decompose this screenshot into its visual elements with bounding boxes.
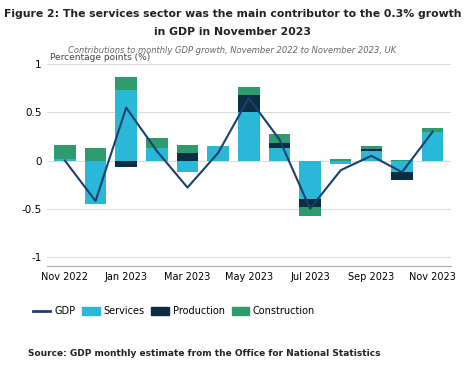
Bar — [269, 134, 290, 143]
Bar — [391, 172, 413, 180]
Bar — [299, 199, 321, 207]
Bar — [422, 132, 444, 161]
Legend: GDP, Services, Production, Construction: GDP, Services, Production, Construction — [33, 306, 315, 316]
Bar — [238, 87, 259, 95]
Bar — [207, 146, 229, 161]
Bar — [54, 159, 76, 161]
Bar — [330, 159, 352, 161]
Bar — [422, 128, 444, 132]
Bar — [361, 149, 382, 151]
Bar — [177, 145, 198, 153]
Text: Figure 2: The services sector was the main contributor to the 0.3% growth: Figure 2: The services sector was the ma… — [4, 9, 461, 19]
Text: Contributions to monthly GDP growth, November 2022 to November 2023, UK: Contributions to monthly GDP growth, Nov… — [68, 46, 397, 55]
Bar — [115, 161, 137, 167]
Bar — [299, 207, 321, 216]
Bar — [85, 161, 106, 204]
Bar — [299, 161, 321, 199]
Bar — [146, 148, 167, 161]
Bar — [177, 161, 198, 172]
Bar — [269, 143, 290, 148]
Bar — [238, 95, 259, 112]
Bar — [361, 151, 382, 161]
Bar — [146, 138, 167, 148]
Bar — [330, 161, 352, 165]
Bar — [177, 153, 198, 161]
Bar — [391, 161, 413, 172]
Bar — [238, 112, 259, 161]
Text: Percentage points (%): Percentage points (%) — [50, 53, 150, 62]
Bar — [54, 145, 76, 159]
Bar — [85, 148, 106, 161]
Bar — [391, 160, 413, 161]
Bar — [269, 148, 290, 161]
Text: Source: GDP monthly estimate from the Office for National Statistics: Source: GDP monthly estimate from the Of… — [28, 349, 380, 358]
Text: in GDP in November 2023: in GDP in November 2023 — [154, 27, 311, 37]
Bar — [115, 77, 137, 91]
Bar — [115, 91, 137, 161]
Bar — [361, 146, 382, 149]
